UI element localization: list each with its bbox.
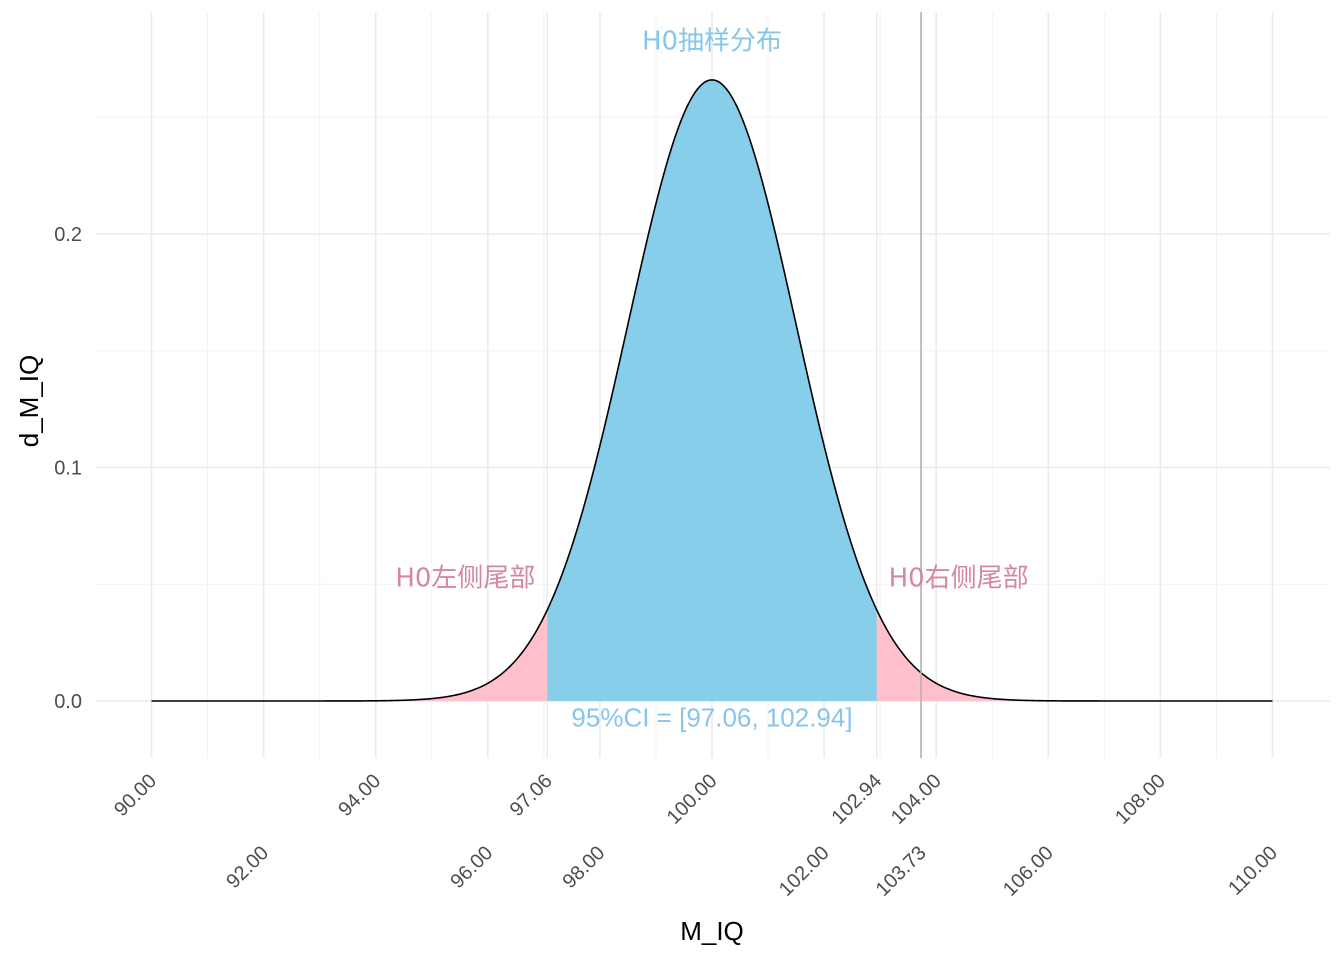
x-tick-label: 98.00 — [558, 842, 609, 893]
x-tick-label: 100.00 — [663, 770, 722, 829]
density-line — [151, 79, 1273, 702]
left-tail-label: H0左侧尾部 — [395, 564, 535, 594]
area-left-tail — [151, 610, 548, 701]
density-curve — [151, 79, 1273, 702]
x-tick-label: 92.00 — [222, 842, 273, 893]
y-axis-title: d_M_IQ — [14, 355, 44, 448]
x-tick-label: 108.00 — [1111, 770, 1170, 829]
area-middle — [547, 79, 877, 701]
confidence-interval-label: 95%CI = [97.06, 102.94] — [571, 703, 852, 733]
annotations: H0抽样分布 H0左侧尾部 H0右侧尾部 95%CI = [97.06, 102… — [395, 27, 1028, 733]
right-tail-label: H0右侧尾部 — [889, 564, 1029, 594]
y-tick-label: 0.2 — [54, 224, 82, 246]
x-tick-label: 104.00 — [887, 770, 946, 829]
x-tick-label: 97.06 — [506, 770, 557, 821]
x-tick-label: 110.00 — [1224, 842, 1282, 900]
x-tick-label: 90.00 — [110, 770, 161, 821]
area-right-tail — [876, 610, 1273, 701]
x-tick-label: 102.00 — [775, 842, 834, 901]
x-tick-label: 103.73 — [872, 842, 931, 901]
y-tick-label: 0.1 — [54, 458, 82, 480]
x-tick-label: 94.00 — [334, 770, 385, 821]
x-tick-label: 96.00 — [446, 842, 497, 893]
x-tick-label: 106.00 — [999, 842, 1058, 901]
x-axis-title: M_IQ — [680, 916, 744, 946]
density-areas — [151, 79, 1273, 701]
h0-distribution-label: H0抽样分布 — [642, 27, 782, 57]
x-tick-label: 102.94 — [828, 770, 887, 829]
y-axis-ticks: 0.0 0.1 0.2 — [54, 224, 82, 713]
y-tick-label: 0.0 — [54, 691, 82, 713]
